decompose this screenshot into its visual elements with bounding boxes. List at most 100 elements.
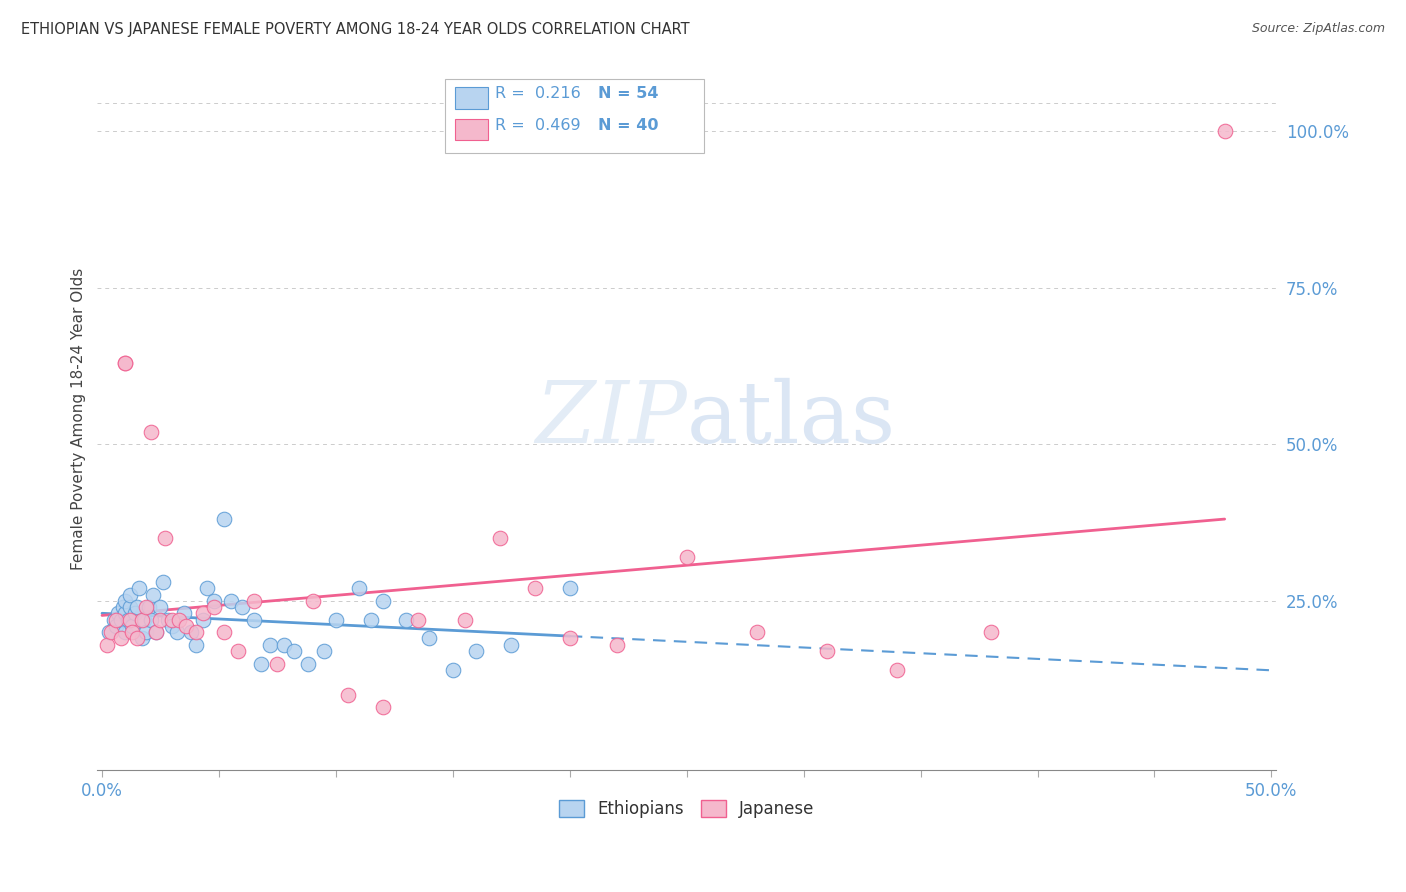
- Point: [273, 638, 295, 652]
- Point: [127, 632, 149, 646]
- Point: [231, 600, 253, 615]
- Point: [152, 575, 174, 590]
- Point: [191, 607, 214, 621]
- Point: [195, 582, 218, 596]
- Point: [135, 625, 157, 640]
- Point: [453, 613, 475, 627]
- Point: [114, 607, 136, 621]
- Point: [371, 594, 394, 608]
- Point: [149, 600, 172, 615]
- Point: [406, 613, 429, 627]
- Point: [139, 425, 162, 439]
- Point: [250, 657, 273, 671]
- Point: [138, 600, 160, 615]
- Point: [131, 632, 153, 646]
- Point: [114, 356, 136, 370]
- Text: ETHIOPIAN VS JAPANESE FEMALE POVERTY AMONG 18-24 YEAR OLDS CORRELATION CHART: ETHIOPIAN VS JAPANESE FEMALE POVERTY AMO…: [21, 22, 690, 37]
- Point: [815, 644, 838, 658]
- Text: Source: ZipAtlas.com: Source: ZipAtlas.com: [1251, 22, 1385, 36]
- Point: [105, 613, 128, 627]
- Point: [488, 531, 510, 545]
- Point: [325, 613, 347, 627]
- Point: [202, 594, 225, 608]
- FancyBboxPatch shape: [454, 87, 488, 109]
- Point: [606, 638, 628, 652]
- Point: [243, 613, 266, 627]
- Point: [395, 613, 418, 627]
- Point: [103, 613, 125, 627]
- Point: [297, 657, 319, 671]
- Point: [558, 632, 581, 646]
- Point: [173, 607, 195, 621]
- Point: [184, 625, 207, 640]
- Point: [131, 613, 153, 627]
- Point: [145, 625, 167, 640]
- Text: R =  0.216: R = 0.216: [495, 86, 581, 101]
- Point: [107, 607, 129, 621]
- Point: [153, 531, 176, 545]
- Point: [124, 607, 146, 621]
- Point: [98, 625, 121, 640]
- Point: [980, 625, 1002, 640]
- Point: [166, 625, 188, 640]
- Point: [184, 638, 207, 652]
- Point: [336, 688, 359, 702]
- Point: [259, 638, 281, 652]
- Point: [114, 625, 136, 640]
- Point: [149, 613, 172, 627]
- Point: [167, 613, 190, 627]
- Point: [371, 700, 394, 714]
- Point: [523, 582, 546, 596]
- Point: [191, 613, 214, 627]
- Text: R =  0.469: R = 0.469: [495, 118, 581, 133]
- Point: [160, 613, 183, 627]
- Point: [360, 613, 382, 627]
- FancyBboxPatch shape: [454, 119, 488, 140]
- Legend: Ethiopians, Japanese: Ethiopians, Japanese: [553, 793, 821, 825]
- Point: [886, 663, 908, 677]
- Point: [127, 600, 149, 615]
- Point: [675, 549, 697, 564]
- FancyBboxPatch shape: [446, 79, 704, 153]
- Point: [156, 613, 179, 627]
- Point: [121, 625, 143, 640]
- Point: [418, 632, 440, 646]
- Point: [135, 600, 157, 615]
- Point: [120, 588, 142, 602]
- Point: [745, 625, 768, 640]
- Point: [226, 644, 249, 658]
- Point: [465, 644, 488, 658]
- Point: [110, 613, 132, 627]
- Point: [212, 625, 235, 640]
- Point: [142, 588, 165, 602]
- Point: [301, 594, 323, 608]
- Point: [441, 663, 464, 677]
- Point: [283, 644, 305, 658]
- Point: [114, 594, 136, 608]
- Text: N = 54: N = 54: [599, 86, 659, 101]
- Text: N = 40: N = 40: [599, 118, 659, 133]
- Point: [212, 512, 235, 526]
- Point: [243, 594, 266, 608]
- Point: [100, 625, 122, 640]
- Point: [134, 613, 156, 627]
- Point: [180, 625, 202, 640]
- Y-axis label: Female Poverty Among 18-24 Year Olds: Female Poverty Among 18-24 Year Olds: [72, 268, 86, 570]
- Point: [117, 613, 139, 627]
- Point: [96, 638, 118, 652]
- Point: [558, 582, 581, 596]
- Point: [110, 632, 132, 646]
- Point: [349, 582, 371, 596]
- Point: [105, 619, 128, 633]
- Point: [114, 356, 136, 370]
- Point: [121, 619, 143, 633]
- Point: [219, 594, 242, 608]
- Point: [120, 613, 142, 627]
- Point: [202, 600, 225, 615]
- Point: [174, 619, 197, 633]
- Point: [266, 657, 288, 671]
- Point: [112, 600, 135, 615]
- Point: [120, 600, 142, 615]
- Point: [314, 644, 336, 658]
- Point: [501, 638, 523, 652]
